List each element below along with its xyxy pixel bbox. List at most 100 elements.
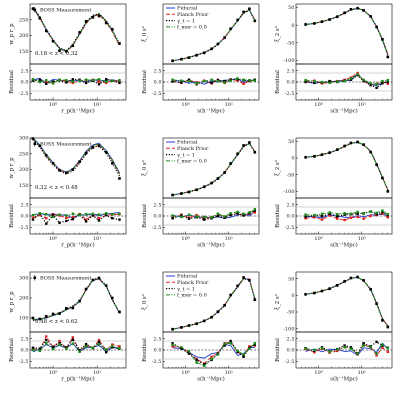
residual-point-fmer: [320, 80, 324, 84]
residual-point-fmer: [229, 212, 232, 215]
residual-point-fmer: [111, 79, 114, 82]
data-legend: BOSS Measurement: [33, 275, 91, 282]
data-point: [320, 289, 324, 293]
x-axis-label: s(h⁻¹Mpc): [197, 242, 224, 249]
y-axis-label: ξ_0 s²: [141, 160, 148, 176]
residual-point-fmer: [343, 346, 346, 349]
residual-point-gamma: [253, 209, 257, 212]
residual-point-fmer: [356, 73, 359, 76]
residual-point-planck: [84, 218, 88, 221]
residual-point-gamma: [71, 78, 74, 81]
residual-point-fmer: [118, 347, 121, 350]
residual-point-gamma: [343, 344, 346, 347]
data-point: [369, 15, 372, 18]
residual-tick-label: 0.0: [154, 80, 162, 86]
data-point: [216, 42, 220, 46]
residual-point-planck: [118, 345, 121, 348]
data-point: [65, 50, 68, 53]
residual-point-fmer: [386, 213, 390, 216]
residual-point-gamma: [386, 80, 390, 84]
residual-point-planck: [248, 345, 251, 348]
residual-point-gamma: [313, 81, 316, 85]
residual-point-planck: [242, 82, 245, 85]
x-tick-label: 10¹: [358, 236, 366, 242]
residual-axis-label: Residual: [9, 338, 15, 362]
series-line-planck: [32, 138, 120, 175]
legend-label-fid: Fiducial: [177, 274, 198, 280]
residual-point-planck: [320, 218, 324, 221]
data-point: [202, 185, 206, 189]
y-tick-label: -100: [283, 58, 294, 64]
residual-point-planck: [236, 79, 239, 82]
x-tick-label: 10¹: [358, 102, 366, 108]
x-tick-label: 10⁰: [49, 236, 57, 242]
data-point: [223, 36, 226, 39]
residual-point-fmer: [97, 342, 101, 346]
residual-point-fmer: [253, 79, 257, 82]
residual-point-gamma: [171, 342, 174, 345]
residual-tick-label: 2.5: [154, 336, 162, 342]
series-line-planck: [305, 7, 389, 55]
residual-point-gamma: [45, 338, 48, 342]
data-point: [253, 298, 257, 301]
legend-label-fid: Fiducial: [177, 6, 198, 12]
data-point: [78, 299, 81, 303]
legend-label-fmer: f_mer = 0.0: [177, 293, 207, 299]
data-point: [253, 150, 257, 154]
residual-point-fmer: [304, 79, 307, 82]
residual-point-fmer: [71, 80, 74, 83]
residual-point-gamma: [381, 82, 384, 85]
legend-label-data: BOSS Measurement: [40, 8, 91, 14]
data-point: [223, 303, 226, 307]
residual-point-fmer: [210, 78, 213, 81]
data-point: [71, 306, 75, 310]
legend-label-fid: Fiducial: [177, 140, 198, 146]
x-tick-label: 10⁰: [49, 102, 57, 108]
residual-point-fmer: [356, 210, 359, 214]
data-point: [242, 10, 245, 14]
data-legend: BOSS Measurement: [33, 7, 91, 14]
residual-point-gamma: [203, 218, 206, 221]
y-axis-label: w_p r_p: [9, 291, 15, 313]
residual-point-fmer: [65, 79, 68, 82]
data-point: [91, 15, 95, 19]
y-tick-label: 0: [291, 23, 294, 29]
residual-point-fmer: [236, 77, 239, 80]
residual-point-fmer: [71, 212, 74, 215]
residual-point-gamma: [328, 212, 331, 215]
data-point: [381, 37, 384, 41]
x-tick-label: 10⁰: [314, 236, 322, 242]
residual-point-planck: [171, 345, 174, 348]
legend-label-gamma: γ_t = 1: [177, 286, 195, 292]
residual-point-gamma: [118, 218, 121, 221]
data-point: [236, 18, 239, 22]
data-point: [356, 140, 359, 144]
panel-r2-c3: 50 0 -50 -100 ξ_2 s² 2.5 0.0 -2.5 Residual 10⁰ 10¹…: [274, 137, 393, 249]
residual-point-planck: [65, 216, 68, 219]
residual-point-gamma: [210, 81, 213, 85]
residual-point-fmer: [31, 348, 35, 352]
y-tick-label: -50: [286, 310, 294, 316]
residual-point-fmer: [51, 347, 55, 351]
residual-point-gamma: [84, 81, 88, 85]
data-point: [44, 154, 48, 157]
data-point: [386, 325, 390, 329]
residual-point-fmer: [118, 79, 121, 82]
data-point: [78, 160, 81, 163]
data-point: [110, 27, 114, 31]
residual-point-gamma: [180, 81, 183, 84]
y-tick-label: 50: [288, 276, 294, 282]
residual-point-fmer: [242, 353, 245, 356]
residual-point-fmer: [313, 79, 316, 83]
y-tick-label: -100: [283, 189, 294, 195]
residual-point-planck: [336, 349, 339, 353]
residual-point-fmer: [369, 82, 372, 85]
residual-tick-label: 2.5: [154, 68, 162, 74]
residual-axis-label: Residual: [142, 338, 148, 362]
data-point: [216, 177, 220, 180]
data-point: [71, 44, 75, 47]
data-point: [386, 55, 390, 59]
residual-tick-label: -2.5: [19, 225, 29, 231]
data-point: [362, 143, 365, 146]
data-point: [202, 51, 206, 55]
